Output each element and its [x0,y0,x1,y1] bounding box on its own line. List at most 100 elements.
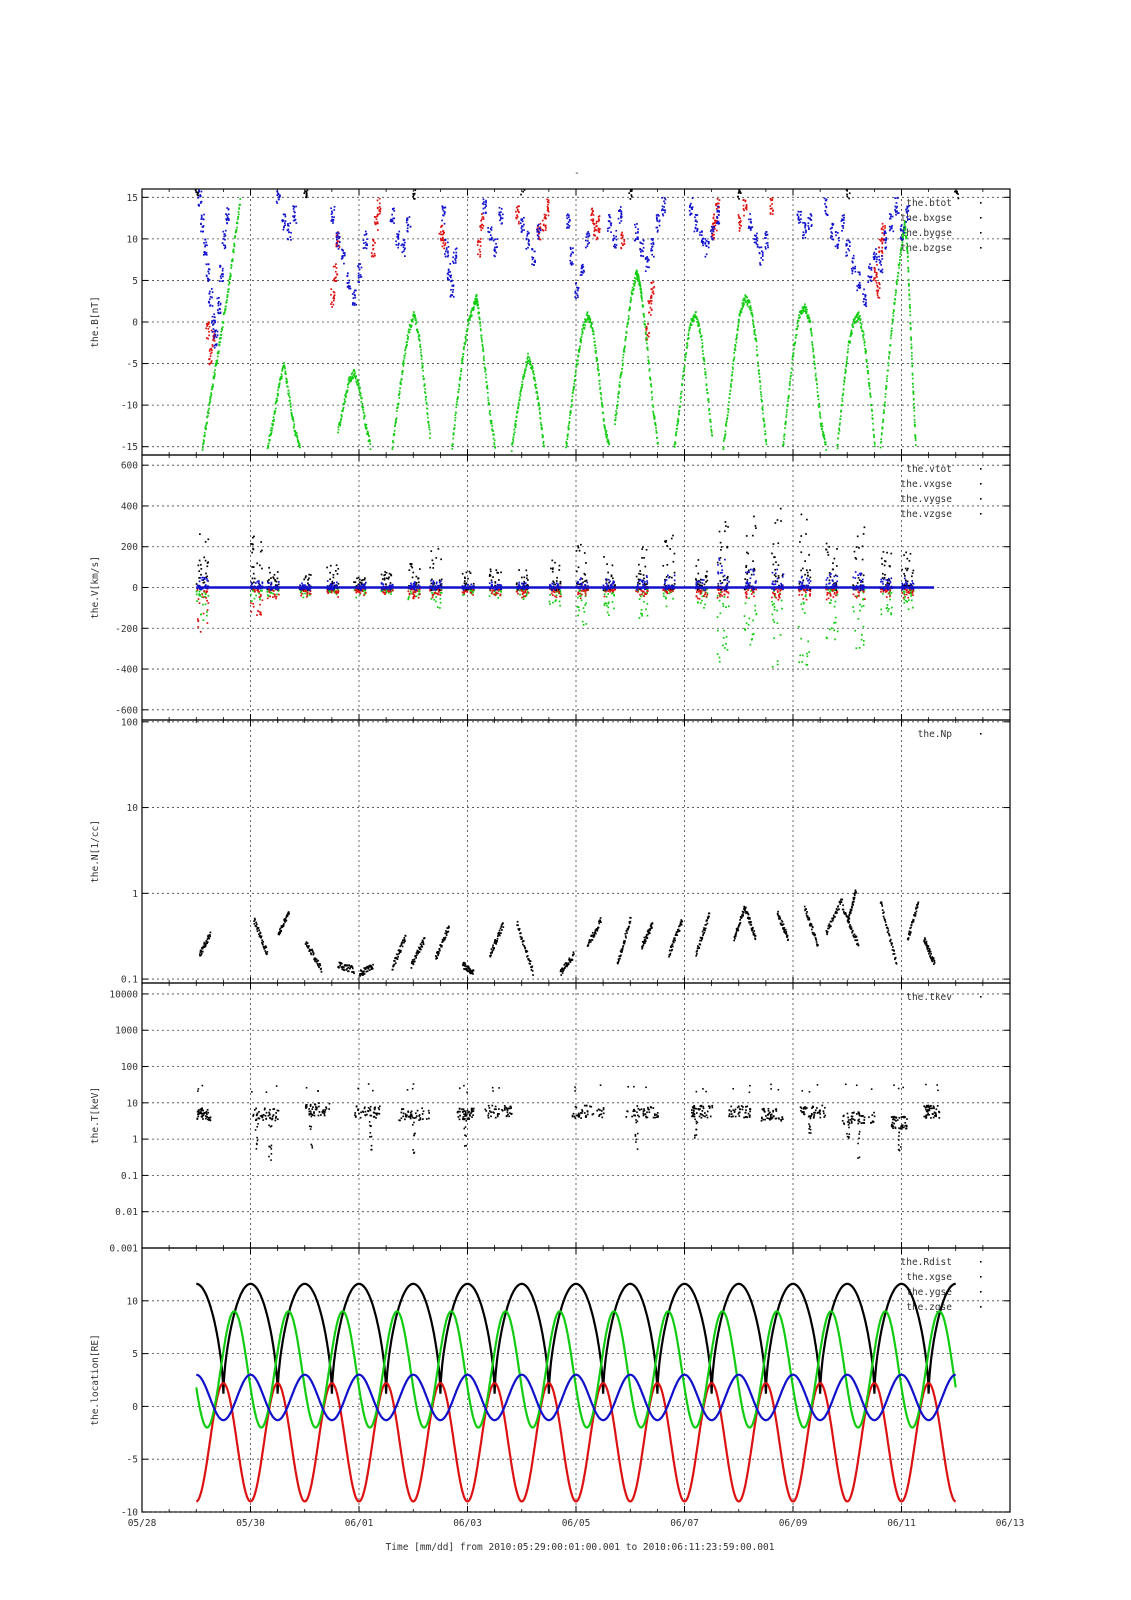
data-point [571,399,574,401]
data-point [787,397,790,400]
data-point [478,318,481,321]
data-point [700,231,703,233]
data-point [636,278,639,281]
data-point [236,218,239,221]
data-point [852,325,855,328]
data-point [643,320,646,323]
data-point [765,443,768,446]
data-point [267,446,270,448]
data-point [882,239,885,242]
data-point [331,583,334,586]
data-point [594,340,596,343]
data-point [623,238,626,241]
data-point [689,214,691,216]
data-point [413,198,416,200]
data-point [911,364,914,367]
data-point [334,270,337,273]
data-point [847,248,850,250]
data-point [330,288,333,290]
data-point [197,564,200,567]
data-point [333,295,335,298]
data-point [408,585,410,587]
data-point [441,224,444,227]
data-point [588,234,591,237]
data-point [702,242,704,245]
data-point [413,581,416,584]
data-point [911,358,913,360]
data-point [250,610,253,613]
data-point [583,270,585,273]
data-point [197,626,200,628]
data-point [680,393,682,395]
data-point [217,302,220,305]
data-point [297,440,300,442]
data-point [605,431,607,434]
data-point [905,208,907,211]
data-point [650,309,653,311]
data-point [385,583,387,586]
data-point [357,384,360,387]
data-point [954,190,956,193]
data-point [406,341,409,343]
data-point [687,337,690,339]
data-point [851,272,854,275]
data-point [230,264,233,266]
data-point [798,218,800,221]
data-point [206,599,208,602]
data-point [205,576,207,579]
data-point [804,303,806,306]
data-point [884,247,887,250]
data-point [289,406,292,408]
legend-label: the.vzgse [901,509,953,520]
data-point [738,221,740,224]
data-point [361,402,364,405]
data-point [268,589,271,591]
data-point [910,346,913,348]
data-point [327,588,330,590]
data-point [522,373,525,376]
data-point [520,218,523,221]
data-point [340,419,342,421]
data-point [518,220,520,223]
data-point [761,255,764,257]
data-point [363,583,365,586]
data-point [208,301,211,304]
data-point [362,412,365,414]
data-point [748,225,750,228]
data-point [362,239,365,242]
data-point [403,241,406,244]
data-point [843,381,846,383]
data-point [207,538,210,541]
data-point [368,435,370,437]
data-point [212,335,215,337]
data-point [871,418,874,420]
data-point [532,376,535,379]
data-point [525,366,528,368]
data-point [732,362,735,365]
data-point [843,383,845,386]
data-point [273,413,276,416]
data-point [872,433,875,436]
data-point [279,194,281,197]
data-point [807,314,810,317]
data-point [793,343,795,346]
data-point [634,223,636,226]
data-point [207,279,210,282]
data-point [204,603,207,606]
data-point [716,229,718,232]
data-point [284,215,287,218]
data-point [443,244,446,247]
data-point [794,341,797,344]
data-point [566,213,569,216]
data-point [598,231,601,234]
data-point [357,272,360,275]
data-point [799,221,802,223]
data-point [431,591,433,594]
data-point [213,340,216,342]
data-point [601,403,603,406]
data-point [470,314,473,316]
data-point [822,433,824,435]
y-tick-label: 200 [121,542,138,553]
data-point [766,233,769,236]
data-point [293,205,296,208]
